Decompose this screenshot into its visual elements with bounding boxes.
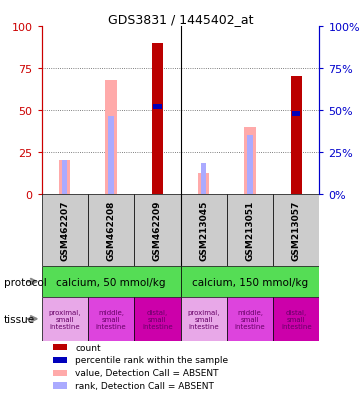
Bar [152, 43, 163, 194]
Bar [53, 357, 67, 363]
Bar [247, 135, 253, 194]
Title: GDS3831 / 1445402_at: GDS3831 / 1445402_at [108, 13, 253, 26]
Text: tissue: tissue [4, 314, 35, 324]
Text: GSM213045: GSM213045 [199, 200, 208, 260]
Text: value, Detection Call = ABSENT: value, Detection Call = ABSENT [75, 368, 219, 377]
Bar [134, 194, 180, 266]
Text: GSM462208: GSM462208 [106, 200, 116, 260]
Text: rank, Detection Call = ABSENT: rank, Detection Call = ABSENT [75, 382, 214, 390]
Bar [180, 297, 227, 341]
Text: calcium, 150 mmol/kg: calcium, 150 mmol/kg [192, 277, 308, 287]
Bar [88, 297, 134, 341]
Text: calcium, 50 mmol/kg: calcium, 50 mmol/kg [56, 277, 166, 287]
Bar [88, 194, 134, 266]
Bar [53, 344, 67, 351]
Bar [227, 297, 273, 341]
Bar [227, 194, 273, 266]
Bar [198, 174, 209, 194]
Text: middle,
small
intestine: middle, small intestine [235, 309, 265, 329]
Bar [273, 194, 319, 266]
Text: proximal,
small
intestine: proximal, small intestine [187, 309, 220, 329]
Bar [105, 81, 117, 194]
Bar [291, 77, 302, 194]
Text: middle,
small
intestine: middle, small intestine [96, 309, 126, 329]
Bar [134, 297, 180, 341]
Bar [42, 297, 88, 341]
Text: GSM462207: GSM462207 [60, 200, 69, 261]
Bar [42, 266, 180, 297]
Text: distal,
small
intestine: distal, small intestine [281, 309, 312, 329]
Bar [108, 117, 114, 194]
Bar [59, 161, 70, 194]
Bar [62, 161, 68, 194]
Bar [42, 194, 88, 266]
Text: distal,
small
intestine: distal, small intestine [142, 309, 173, 329]
Text: GSM213051: GSM213051 [245, 200, 255, 260]
Bar [180, 194, 227, 266]
Text: proximal,
small
intestine: proximal, small intestine [48, 309, 81, 329]
Bar [153, 104, 161, 109]
Text: protocol: protocol [4, 277, 46, 287]
Bar [292, 112, 300, 116]
Bar [244, 127, 256, 194]
Text: GSM213057: GSM213057 [292, 200, 301, 260]
Text: percentile rank within the sample: percentile rank within the sample [75, 356, 229, 365]
Bar [273, 297, 319, 341]
Text: count: count [75, 343, 101, 351]
Bar [180, 266, 319, 297]
Bar [53, 370, 67, 376]
Text: GSM462209: GSM462209 [153, 200, 162, 261]
Bar [53, 382, 67, 389]
Bar [201, 164, 206, 194]
